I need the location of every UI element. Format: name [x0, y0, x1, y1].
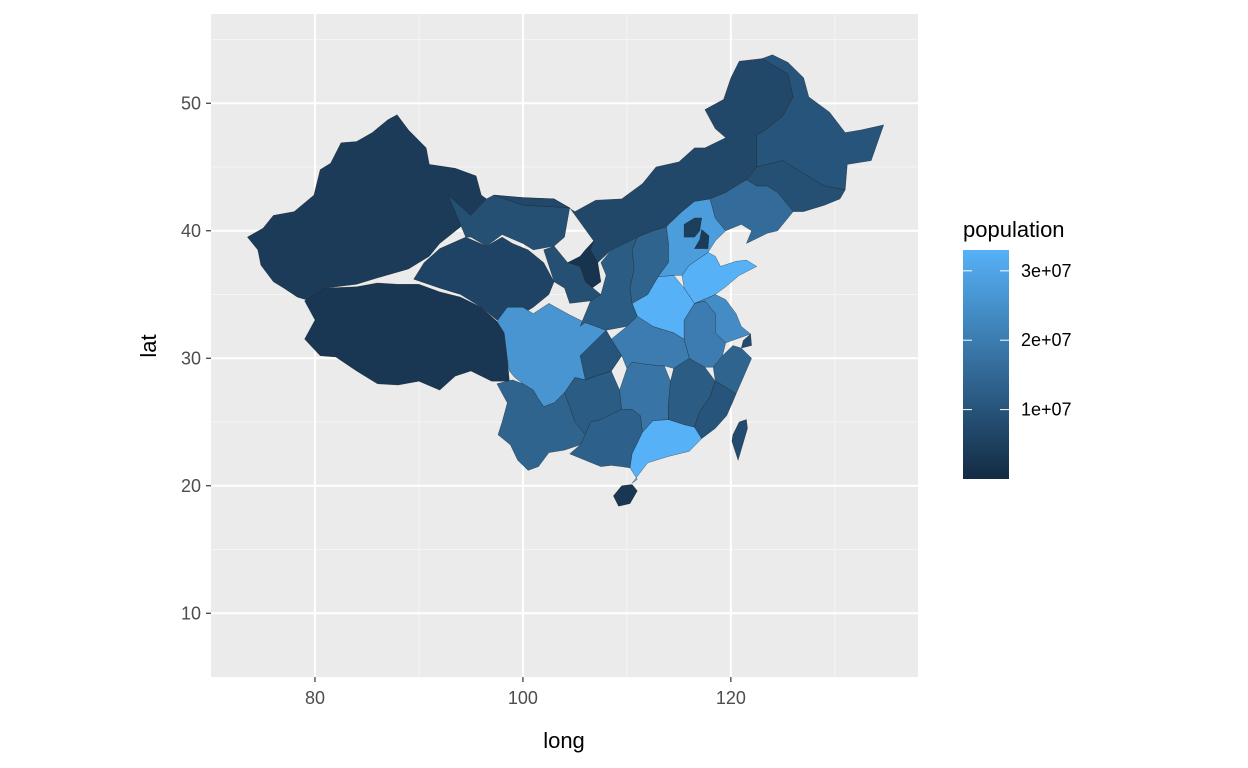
- legend-ticks: 3e+07 2e+07 1e+07: [963, 261, 1072, 420]
- region: [247, 114, 487, 302]
- legend-tick-label: 2e+07: [1021, 330, 1072, 350]
- map-regions: [247, 54, 884, 507]
- x-axis: 80 100 120: [305, 677, 746, 708]
- y-tick-label: 40: [181, 221, 201, 241]
- region: [683, 217, 702, 238]
- region: [668, 358, 716, 428]
- legend: population 3e+07 2e+07 1e+07: [963, 217, 1072, 479]
- x-tick-label: 100: [508, 688, 538, 708]
- region: [413, 236, 555, 321]
- legend-tick-label: 1e+07: [1021, 400, 1072, 420]
- region: [694, 294, 751, 344]
- x-tick-label: 120: [716, 688, 746, 708]
- x-tick-label: 80: [305, 688, 325, 708]
- y-axis-title: lat: [136, 334, 161, 357]
- y-axis: 10 20 30 40 50: [181, 93, 211, 623]
- y-tick-label: 10: [181, 603, 201, 623]
- region: [731, 419, 748, 461]
- region: [741, 333, 752, 349]
- legend-title: population: [963, 217, 1065, 242]
- region: [709, 179, 794, 244]
- y-tick-label: 30: [181, 348, 201, 368]
- x-axis-title: long: [543, 728, 585, 753]
- y-tick-label: 50: [181, 93, 201, 113]
- region: [613, 484, 638, 507]
- legend-colorbar: [963, 250, 1009, 479]
- region: [304, 282, 510, 391]
- region: [694, 229, 710, 249]
- y-tick-label: 20: [181, 476, 201, 496]
- legend-tick-label: 3e+07: [1021, 261, 1072, 281]
